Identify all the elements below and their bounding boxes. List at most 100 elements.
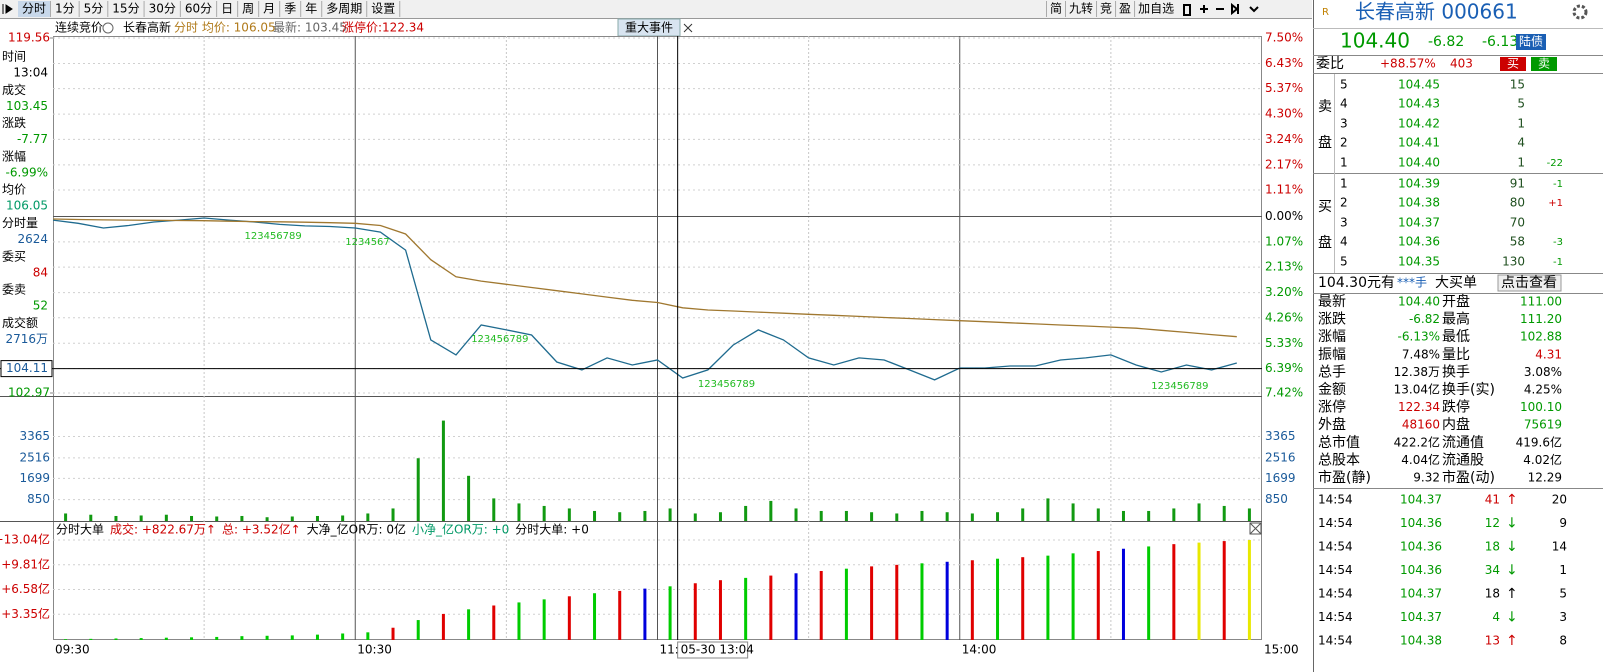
bar [693, 513, 697, 521]
bar [593, 510, 597, 521]
bar [1021, 557, 1025, 640]
buy-button-bg[interactable] [1500, 57, 1526, 71]
buy-button[interactable]: 买 [1507, 57, 1519, 71]
y-tick-label: 102.97 [8, 386, 50, 400]
trade-time: 14:54 [1318, 634, 1353, 648]
avg-price: 分时 均价: 106.05 [174, 21, 276, 35]
period-tab[interactable]: 多周期 [326, 2, 362, 16]
trade-arrow: ↑ [1506, 586, 1518, 602]
panel-header: 成交: +822.67万↑ [110, 522, 216, 537]
sequence-label: 1234567 [345, 237, 390, 248]
bar [744, 505, 748, 521]
book-change: -1 [1553, 257, 1563, 268]
period-tab[interactable]: 月 [263, 2, 275, 16]
period-tab[interactable]: 年 [305, 2, 317, 16]
stat-label: 流通股 [1442, 452, 1484, 468]
book-level: 5 [1340, 255, 1348, 269]
tool-button[interactable]: 加自选 [1138, 2, 1174, 16]
tool-button[interactable]: 竞 [1100, 2, 1112, 16]
big-order-action[interactable]: 点击查看 [1501, 275, 1557, 291]
info-label: 时间 [2, 50, 26, 64]
book-level: 4 [1340, 235, 1348, 249]
bar [870, 566, 874, 640]
sell-button[interactable]: 卖 [1538, 57, 1550, 71]
tag-box [1516, 34, 1546, 50]
bar [542, 505, 546, 521]
stat-value: 100.10 [1520, 400, 1562, 414]
panel-header: 总: +3.52亿↑ [222, 522, 301, 537]
bar [164, 637, 168, 640]
stat-label: 最新 [1318, 294, 1346, 310]
info-icon[interactable] [102, 22, 114, 34]
tool-button[interactable]: 简 [1050, 2, 1062, 16]
big-order-hand: ***手 [1397, 276, 1427, 290]
bar [1096, 551, 1100, 640]
bar [1222, 541, 1226, 640]
trade-count: 14 [1552, 540, 1567, 554]
bar [441, 613, 445, 640]
close-icon[interactable] [683, 23, 693, 33]
y2-tick-label: 4.26% [1265, 310, 1303, 324]
bar [996, 512, 1000, 521]
bar [64, 639, 68, 640]
panel-header: 分时大单 [56, 523, 104, 537]
bar [1096, 508, 1100, 521]
stat-value: -6.82 [1409, 312, 1440, 326]
tool-icon[interactable] [1183, 4, 1191, 16]
bar [89, 638, 93, 640]
info-value: 106.05 [6, 199, 48, 213]
stat-label: 总市值 [1318, 434, 1360, 451]
period-tab[interactable]: 5分 [84, 2, 104, 16]
sell-button-bg[interactable] [1531, 57, 1557, 71]
event-label[interactable]: 重大事件 [625, 21, 673, 35]
toolbar-icon[interactable] [2, 4, 13, 14]
settings-icon[interactable] [1572, 4, 1588, 20]
period-tab[interactable]: 日 [221, 2, 233, 16]
info-label: 成交额 [2, 315, 38, 330]
period-tab[interactable]: 1分 [55, 2, 75, 16]
bar [643, 588, 647, 640]
bar [718, 580, 722, 640]
tool-button[interactable]: 九转 [1069, 1, 1093, 16]
bar [441, 420, 445, 521]
y2-tick-label: 6.43% [1265, 56, 1303, 70]
period-tab[interactable]: 季 [284, 2, 296, 16]
tool-icon[interactable] [1249, 6, 1259, 13]
big-order-action-bg[interactable] [1497, 274, 1562, 292]
book-change: -22 [1547, 158, 1563, 169]
trade-volume: 4 [1492, 610, 1500, 624]
period-tab[interactable]: 15分 [112, 2, 139, 16]
trade-time: 14:54 [1318, 587, 1353, 601]
panel-close-cross[interactable] [1249, 522, 1262, 535]
bar [467, 609, 471, 640]
info-value: 2624 [17, 232, 48, 246]
tool-icon[interactable] [1231, 2, 1239, 16]
period-tab[interactable]: 30分 [149, 2, 176, 16]
info-label: 涨幅 [2, 148, 26, 163]
stat-value: 3.08% [1524, 365, 1562, 379]
info-value: -6.99% [6, 165, 48, 179]
period-tab[interactable]: 60分 [185, 2, 212, 16]
stat-value: 75619 [1524, 418, 1562, 432]
bar [593, 593, 597, 640]
trade-count: 5 [1559, 587, 1567, 601]
panel-close[interactable] [1249, 522, 1262, 535]
panel-header: 分时大单: +0 [515, 523, 589, 537]
stat-value: 4.02亿 [1523, 452, 1562, 467]
book-side: 买 [1318, 199, 1332, 215]
tool-icon[interactable] [1200, 5, 1208, 13]
period-tab[interactable]: 周 [242, 2, 254, 16]
tool-button[interactable]: 盈 [1119, 2, 1131, 16]
period-tab[interactable]: 分时 [22, 2, 46, 16]
bar [945, 512, 949, 521]
stat-label: 跌停 [1442, 399, 1470, 416]
bar [139, 638, 143, 640]
book-level: 2 [1340, 136, 1348, 150]
bar [1247, 540, 1251, 640]
toolbar [0, 0, 1312, 18]
bar [945, 561, 949, 640]
bar [240, 636, 244, 640]
trade-arrow: ↑ [1506, 492, 1518, 508]
period-tab[interactable]: 设置 [371, 2, 395, 16]
